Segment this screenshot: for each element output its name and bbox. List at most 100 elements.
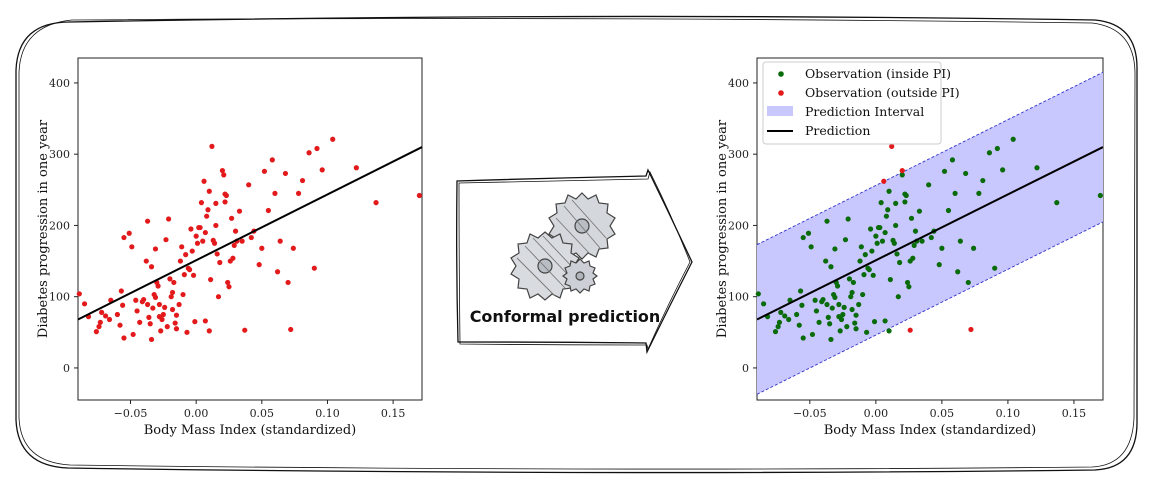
- data-point: [81, 301, 88, 307]
- data-point-inside: [899, 172, 905, 178]
- data-point-inside: [904, 279, 911, 286]
- data-point: [200, 238, 206, 244]
- data-point-inside: [858, 244, 864, 250]
- outer-frame: [15, 15, 1138, 474]
- legend-box: [762, 61, 942, 145]
- data-point: [282, 170, 289, 177]
- data-point: [213, 222, 219, 229]
- data-point: [168, 294, 174, 300]
- data-point-inside: [838, 316, 845, 323]
- data-point: [214, 251, 220, 257]
- data-point: [167, 276, 173, 282]
- data-point: [179, 244, 185, 250]
- y-tick-label: 200: [49, 219, 70, 232]
- data-point: [201, 178, 207, 184]
- data-point: [106, 316, 113, 323]
- data-point: [194, 240, 201, 246]
- data-point-inside: [1000, 167, 1006, 173]
- data-point-inside: [887, 276, 893, 283]
- data-point-inside: [850, 279, 857, 286]
- data-point: [159, 316, 165, 323]
- data-point-inside: [827, 321, 833, 327]
- data-point-inside: [878, 200, 884, 206]
- legend-label-band: Prediction Interval: [805, 104, 924, 119]
- data-point: [121, 234, 127, 241]
- data-point: [97, 319, 103, 325]
- data-point-inside: [877, 224, 883, 231]
- data-point-inside: [825, 314, 831, 320]
- data-point: [133, 297, 139, 303]
- gears-icon: [510, 192, 616, 301]
- data-point-inside: [857, 258, 863, 264]
- data-point: [288, 326, 294, 333]
- data-point-inside: [976, 190, 982, 196]
- data-point: [265, 207, 271, 214]
- data-point: [209, 143, 215, 149]
- data-point: [202, 229, 208, 236]
- data-point-inside: [755, 291, 761, 297]
- data-point: [165, 216, 172, 222]
- data-point: [248, 234, 254, 241]
- data-point-inside: [828, 336, 834, 343]
- data-point-inside: [846, 276, 853, 282]
- data-point: [126, 230, 132, 236]
- data-point: [181, 272, 187, 278]
- data-point-inside: [869, 248, 875, 254]
- data-point: [217, 259, 223, 266]
- data-point: [173, 312, 180, 318]
- y-axis-ticks: 0 100 200 300 400: [728, 77, 757, 375]
- data-point-outside: [899, 167, 905, 174]
- data-point: [162, 304, 168, 310]
- data-point-inside: [870, 272, 876, 278]
- data-point-inside: [965, 279, 971, 286]
- data-point: [137, 319, 143, 325]
- legend-label-inside: Observation (inside PI): [805, 66, 951, 81]
- data-point: [184, 329, 190, 335]
- data-point: [114, 311, 120, 318]
- data-point: [155, 283, 161, 289]
- scatter-chart-left: 0 100 200 300 400 −0.05 0.00 0.05 0.10 0.15 Body…: [36, 57, 423, 438]
- legend-label-outside: Observation (outside PI): [805, 85, 960, 100]
- data-point: [156, 301, 163, 308]
- data-point: [152, 246, 159, 252]
- data-point: [223, 192, 229, 199]
- data-point-inside: [800, 335, 806, 341]
- data-point: [148, 336, 155, 343]
- data-point-inside: [841, 304, 847, 310]
- data-point-inside: [886, 188, 892, 194]
- data-point: [144, 218, 151, 224]
- data-point: [226, 284, 232, 290]
- data-point-inside: [820, 296, 826, 303]
- data-point-inside: [812, 297, 818, 303]
- x-tick-label: 0.10: [996, 407, 1021, 420]
- data-point-inside: [813, 308, 820, 314]
- data-point: [290, 245, 296, 251]
- data-point-inside: [845, 216, 851, 222]
- data-point-inside: [903, 192, 909, 199]
- data-point-inside: [908, 215, 915, 221]
- y-tick-label: 400: [728, 77, 749, 90]
- prediction-line: [756, 146, 1104, 321]
- data-point: [158, 328, 164, 334]
- data-point: [272, 190, 278, 196]
- data-point: [269, 157, 275, 163]
- data-point-inside: [840, 311, 846, 318]
- data-point: [197, 224, 203, 231]
- prediction-line: [77, 146, 423, 321]
- data-point-inside: [824, 218, 830, 224]
- data-point: [99, 309, 105, 315]
- data-point: [141, 296, 147, 303]
- data-point: [261, 168, 268, 174]
- data-point-inside: [848, 294, 854, 300]
- y-tick-label: 0: [742, 362, 749, 375]
- data-point-inside: [824, 301, 830, 308]
- data-point: [176, 301, 182, 308]
- data-point: [164, 324, 170, 330]
- data-point: [121, 335, 127, 341]
- data-point: [148, 264, 155, 270]
- data-point-inside: [882, 318, 888, 324]
- data-point: [236, 208, 243, 214]
- legend-marker-band: [767, 106, 793, 116]
- data-point-inside: [778, 309, 784, 315]
- x-tick-label: 0.10: [315, 407, 340, 420]
